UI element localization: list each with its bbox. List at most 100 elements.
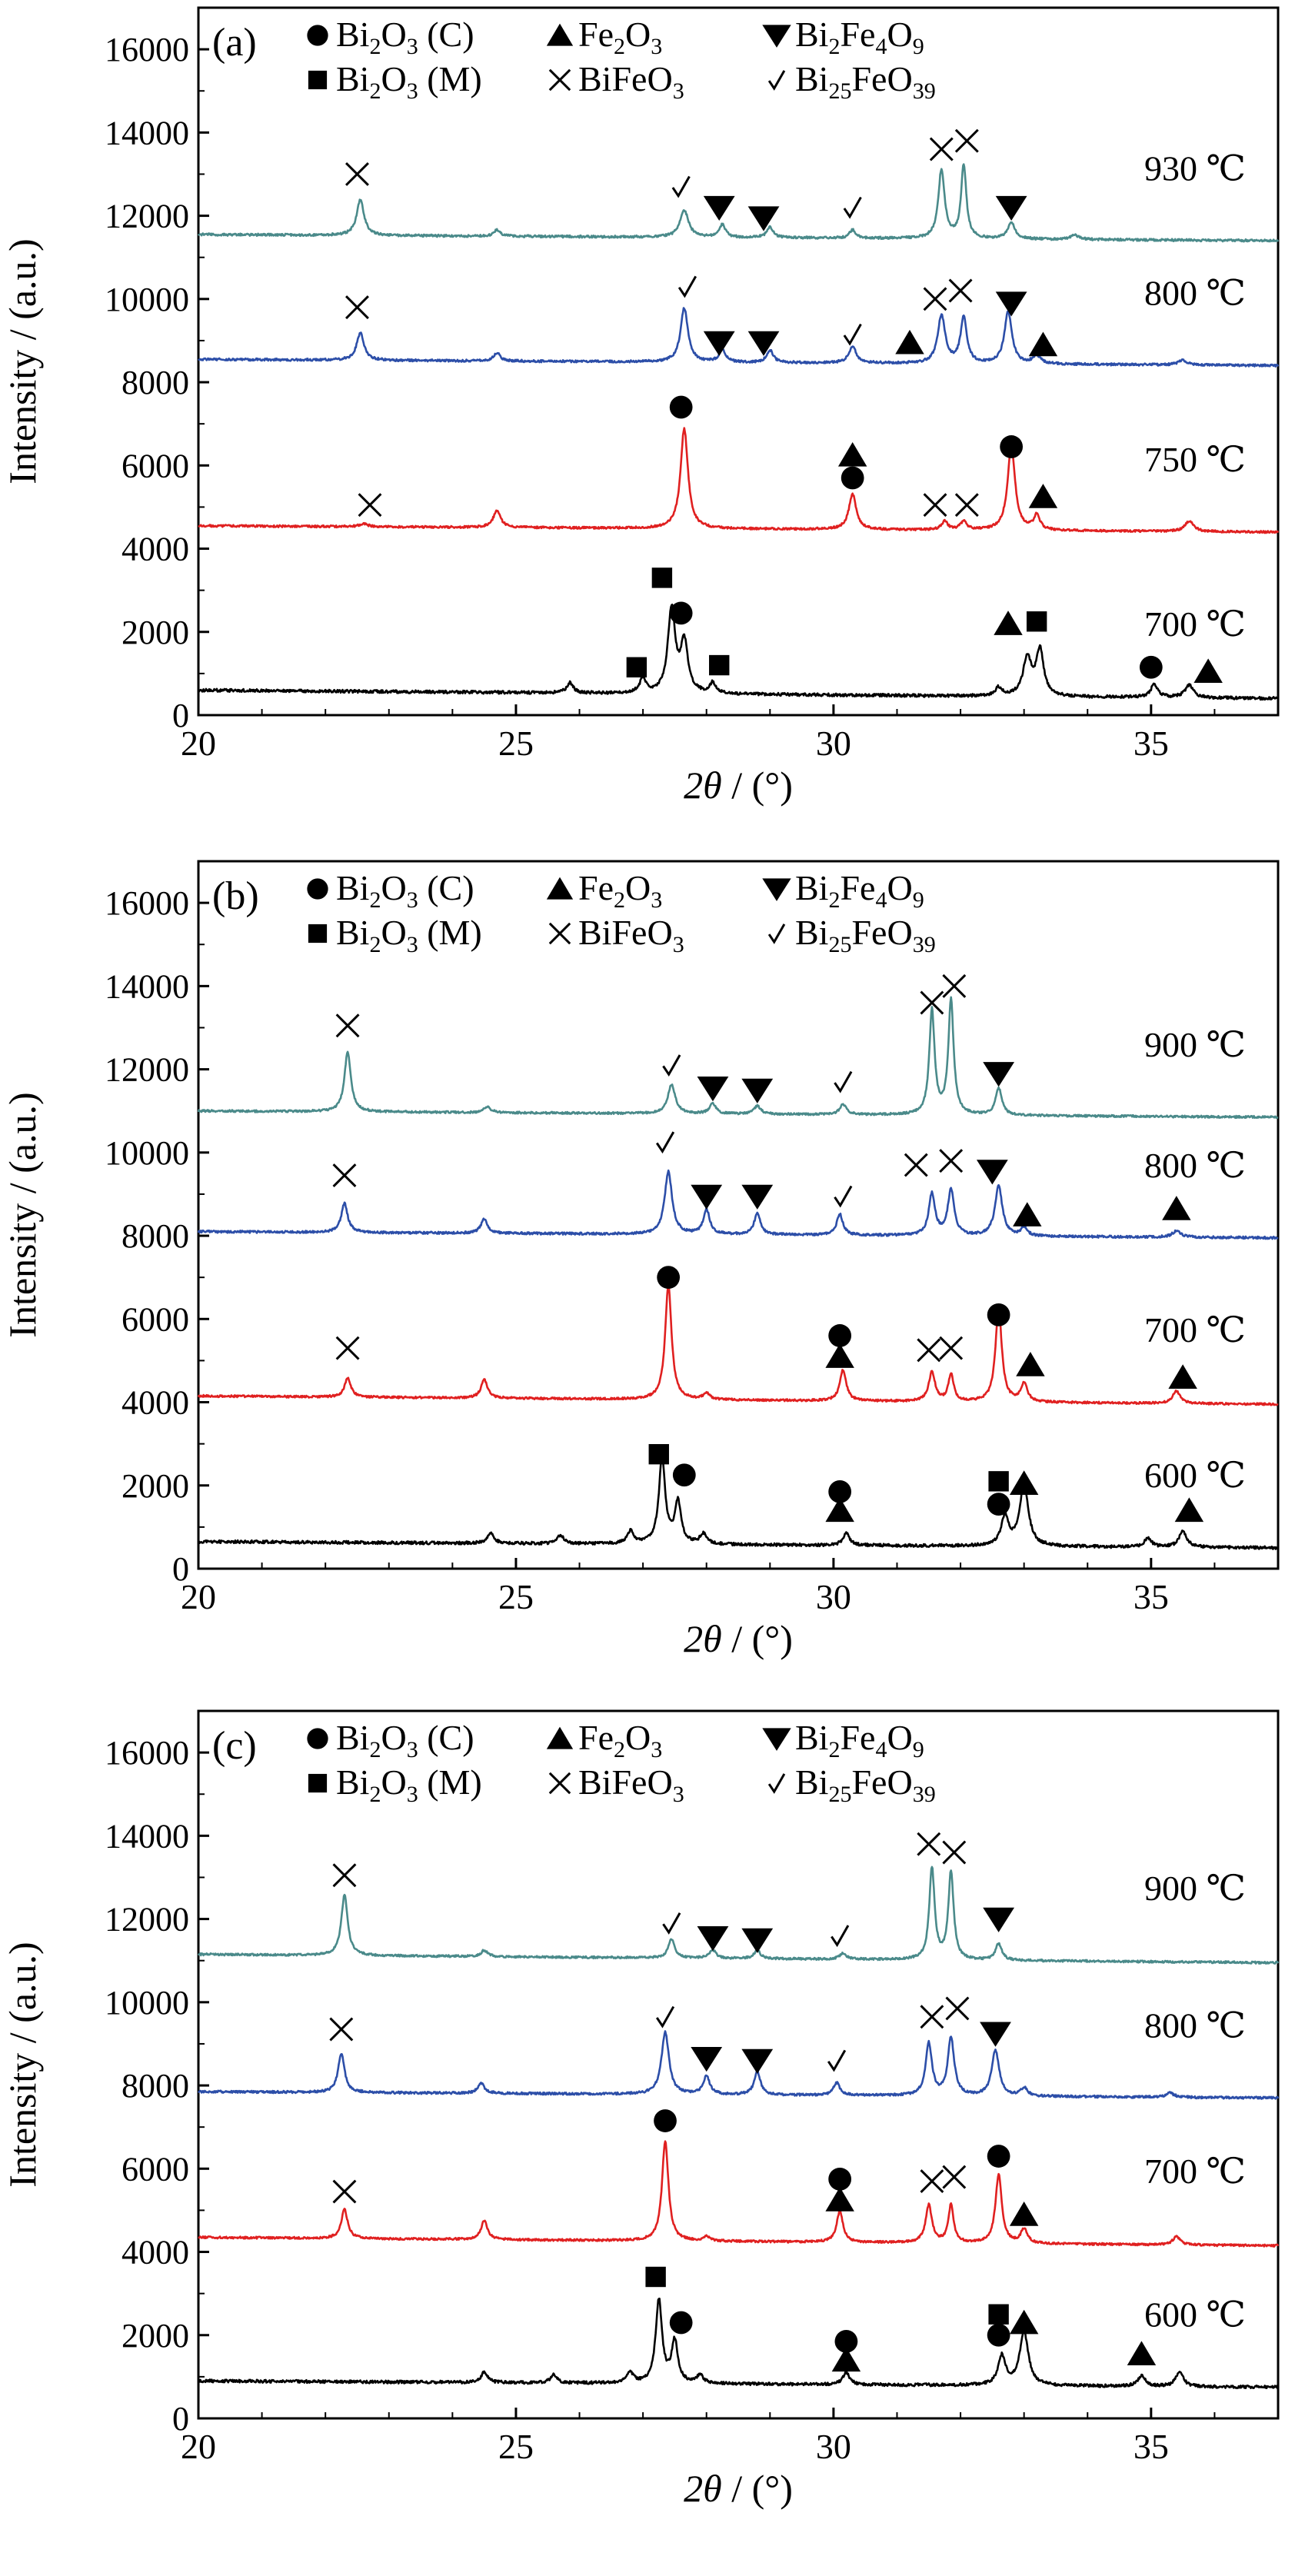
- phase-marker-tri-up: [825, 2187, 854, 2212]
- legend-marker-circle: [307, 878, 328, 900]
- x-tick-label: 35: [1134, 724, 1169, 763]
- legend-entry: Bi2​O3​ (M): [336, 59, 482, 104]
- legend-marker-tri-up: [546, 1726, 574, 1749]
- y-tick-label: 4000: [122, 2234, 189, 2271]
- phase-marker-tri-up: [1009, 2309, 1039, 2335]
- legend-marker-square: [308, 1773, 328, 1793]
- legend-marker-circle: [307, 25, 328, 46]
- phase-marker-x: [904, 1153, 928, 1177]
- y-tick-label: 16000: [105, 884, 189, 922]
- phase-marker-circle: [834, 2330, 858, 2353]
- series-label: 900 ℃: [1144, 1025, 1246, 1064]
- phase-marker-x: [954, 128, 979, 153]
- legend-marker-check: [767, 924, 786, 944]
- phase-marker-square: [648, 1443, 669, 1465]
- y-tick-label: 10000: [105, 1984, 189, 2022]
- phase-marker-circle: [669, 601, 693, 625]
- series-line: [198, 427, 1280, 534]
- phase-marker-x: [954, 493, 979, 518]
- y-tick-label: 0: [172, 697, 189, 734]
- y-tick-label: 6000: [122, 447, 189, 484]
- phase-marker-tri-down: [741, 1078, 774, 1103]
- legend-marker-tri-down: [762, 25, 791, 48]
- series-label: 800 ℃: [1144, 274, 1246, 313]
- legend-entry: Bi2​O3​ (M): [336, 913, 482, 957]
- legend-marker-tri-up: [546, 23, 574, 46]
- phase-marker-check: [843, 196, 862, 219]
- phase-marker-circle: [672, 1463, 696, 1487]
- legend-entry: Fe2​O3​: [578, 868, 662, 913]
- series-label: 800 ℃: [1144, 1146, 1246, 1185]
- series-line: [197, 163, 1280, 243]
- phase-marker-square: [626, 657, 648, 677]
- x-axis-label: 2θ / (°): [684, 1617, 793, 1660]
- phase-marker-x: [948, 278, 973, 303]
- y-tick-label: 8000: [122, 1217, 189, 1255]
- phase-marker-tri-up: [1174, 1497, 1204, 1523]
- legend-entry: Bi2​O3​ (C): [336, 1718, 474, 1762]
- series-label: 750 ℃: [1144, 440, 1246, 479]
- legend-entry: Fe2​O3​: [578, 1718, 662, 1762]
- phase-marker-circle: [654, 2109, 677, 2132]
- phase-marker-tri-up: [837, 441, 867, 467]
- phase-marker-x: [335, 1013, 360, 1038]
- legend-entry: Bi2​Fe4​O9​: [795, 15, 924, 59]
- xrd-panel-2: 0 2000 4000 6000 8000 10000 12000 14000 16000 20 2…: [1, 860, 1280, 1660]
- phase-marker-square: [645, 2266, 666, 2288]
- legend-entry: BiFeO3​: [578, 913, 684, 957]
- phase-marker-square: [651, 567, 673, 588]
- legend-entry: BiFeO3​: [578, 1762, 684, 1807]
- series-label: 930 ℃: [1144, 148, 1246, 188]
- phase-marker-tri-down: [703, 195, 735, 221]
- phase-marker-square: [1026, 611, 1047, 632]
- phase-marker-x: [920, 2005, 944, 2029]
- phase-marker-circle: [987, 2323, 1010, 2347]
- phase-marker-x: [929, 137, 954, 161]
- y-axis-label: Intensity / (a.u.): [1, 238, 44, 484]
- phase-marker-tri-down: [741, 2048, 774, 2074]
- series-label: 700 ℃: [1144, 1310, 1246, 1350]
- legend-marker-circle: [307, 1728, 328, 1749]
- y-tick-label: 2000: [122, 614, 189, 651]
- series-line: [198, 2030, 1280, 2100]
- phase-marker-circle: [841, 466, 864, 490]
- legend-marker-check: [767, 70, 786, 91]
- series-line: [197, 1455, 1279, 1550]
- y-tick-label: 14000: [105, 114, 189, 151]
- panel-label: (c): [212, 1724, 257, 1768]
- phase-marker-x: [332, 2179, 357, 2204]
- phase-marker-tri-up: [825, 1497, 854, 1523]
- phase-marker-x: [923, 287, 947, 311]
- x-tick-label: 30: [816, 2427, 851, 2466]
- y-tick-label: 6000: [122, 1300, 189, 1338]
- phase-marker-tri-down: [697, 1077, 729, 1102]
- y-tick-label: 12000: [105, 1901, 189, 1939]
- y-tick-label: 16000: [105, 1734, 189, 1772]
- x-tick-label: 35: [1134, 1577, 1169, 1616]
- phase-marker-tri-up: [1028, 331, 1058, 357]
- y-tick-label: 4000: [122, 1384, 189, 1422]
- phase-marker-tri-up: [1168, 1364, 1197, 1389]
- phase-marker-tri-down: [983, 1062, 1015, 1087]
- panel-label: (a): [212, 21, 257, 65]
- phase-marker-tri-down: [691, 1184, 723, 1210]
- phase-marker-square: [988, 1471, 1009, 1492]
- phase-marker-circle: [987, 1303, 1010, 1326]
- xrd-panel-3: 0 2000 4000 6000 8000 10000 12000 14000 16000 20 2…: [1, 1709, 1280, 2510]
- phase-marker-circle: [1139, 655, 1163, 679]
- phase-marker-x: [358, 493, 382, 518]
- x-tick-label: 20: [181, 1577, 216, 1616]
- y-axis-label: Intensity / (a.u.): [1, 1942, 44, 2187]
- series-label: 600 ℃: [1144, 1456, 1246, 1495]
- phase-marker-x: [917, 1832, 941, 1856]
- phase-marker-tri-up: [1162, 1196, 1191, 1220]
- y-tick-label: 12000: [105, 1051, 189, 1089]
- legend-entry: Fe2​O3​: [578, 15, 662, 59]
- phase-marker-check: [677, 275, 697, 298]
- phase-marker-check: [655, 2005, 675, 2029]
- legend-marker-x: [548, 922, 571, 945]
- phase-marker-tri-down: [741, 1184, 774, 1210]
- series-line: [198, 2140, 1280, 2248]
- y-tick-label: 6000: [122, 2150, 189, 2188]
- y-tick-label: 4000: [122, 531, 189, 568]
